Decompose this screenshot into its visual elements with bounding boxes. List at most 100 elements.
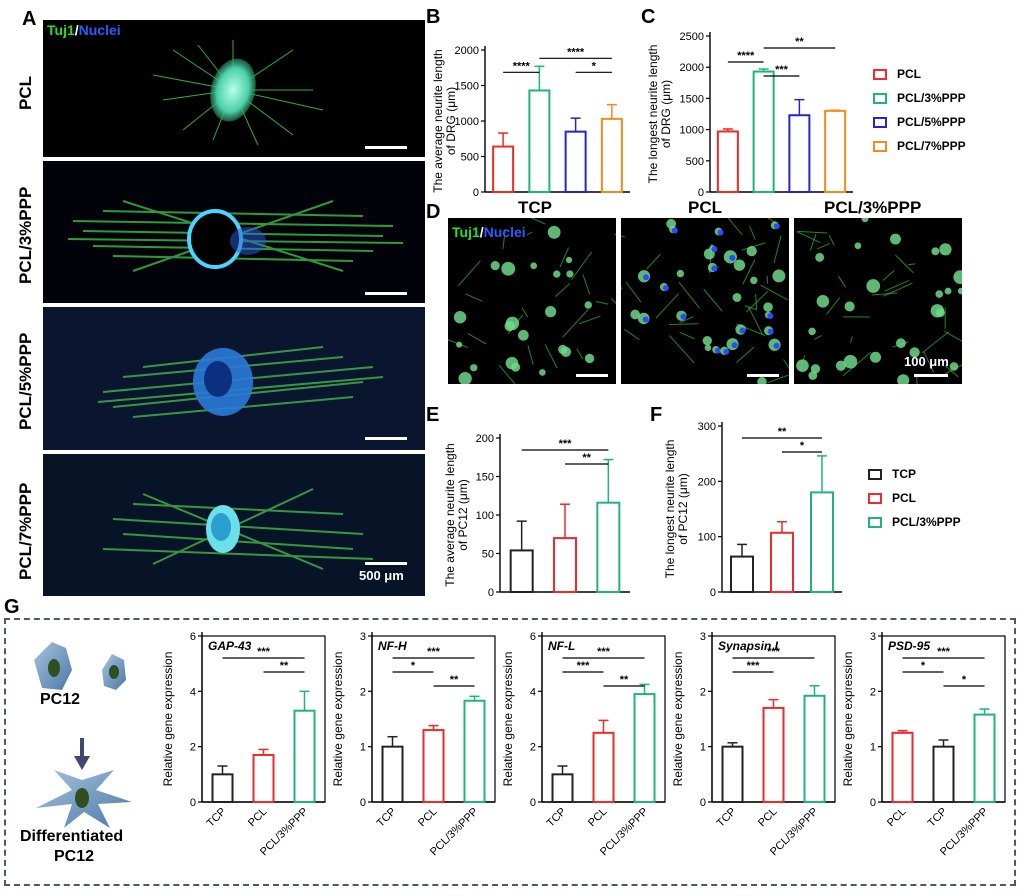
neurite (621, 286, 623, 290)
neurite (625, 281, 642, 303)
neurite (624, 328, 640, 341)
y-tick-label: 2 (870, 686, 876, 698)
neurite (816, 243, 831, 250)
arrow-down-icon (74, 738, 90, 770)
significance-stars: **** (513, 60, 531, 72)
neurite (458, 260, 481, 286)
neurite (755, 293, 758, 311)
bar (564, 130, 587, 193)
gene-title: GAP-43 (208, 639, 252, 653)
significance-stars: *** (775, 64, 789, 76)
neurite (526, 231, 533, 236)
y-tick-label: 3 (870, 631, 876, 643)
panel-label-g: G (4, 596, 20, 618)
y-tick-label: 150 (476, 472, 494, 484)
row-label-pcl7: PCL/7%PPP (16, 482, 35, 580)
neurite (871, 292, 898, 296)
bar (553, 537, 577, 594)
scale-bar (576, 374, 608, 377)
nucleus (662, 285, 669, 292)
significance-stars: ** (280, 660, 289, 672)
d-title-pcl3: PCL/3%PPP (824, 198, 922, 217)
x-tick-label: TCP (375, 806, 399, 830)
significance-stars: ** (795, 36, 804, 48)
neurite (814, 335, 822, 340)
significance-stars: *** (937, 646, 951, 658)
cell-body (944, 287, 952, 295)
neurite (559, 247, 570, 268)
neurite (571, 251, 593, 280)
d-title-tcp: TCP (518, 198, 552, 217)
significance-stars: ** (778, 426, 787, 438)
chart-f: 0 100 200 300 The longest neurite length of P… (663, 421, 842, 599)
panel-label-a: A (22, 8, 37, 30)
neurite (767, 374, 789, 384)
neurite (882, 270, 895, 281)
gene-title: NF-H (378, 639, 407, 653)
neurite (669, 335, 695, 364)
panel-label-e: E (426, 404, 440, 426)
significance-stars: *** (577, 660, 591, 672)
legend-swatch (868, 517, 882, 528)
neurite (576, 348, 584, 360)
nucleus (711, 246, 718, 253)
scale-bar-label: 100 μm (904, 354, 949, 369)
y-axis-label: Relative gene expression (841, 652, 855, 787)
neurite (610, 297, 616, 304)
cell-body (939, 243, 952, 256)
cell-body (909, 347, 920, 358)
bar (788, 114, 811, 193)
scale-bar (365, 146, 407, 149)
y-tick-label: 0 (360, 797, 366, 809)
cell-body (854, 242, 862, 250)
neurite (703, 288, 723, 312)
y-axis-label: The longest neurite length (646, 45, 660, 184)
micrograph-a-pcl3 (43, 161, 425, 303)
legend-label: PCL (897, 67, 921, 81)
cell-body (703, 248, 715, 260)
micrograph-d-tcp: Tuj1/Nuclei (448, 218, 616, 384)
y-tick-label: 50 (482, 549, 494, 561)
cell-body (895, 338, 906, 349)
row-label-pcl3: PCL/3%PPP (16, 186, 35, 284)
cell-body (866, 279, 881, 293)
cell-body (676, 269, 685, 278)
y-tick-label: 2000 (455, 45, 479, 57)
y-tick-label: 1000 (455, 116, 479, 128)
neurite (908, 263, 916, 266)
significance-stars: *** (767, 646, 781, 658)
cell-body (505, 316, 520, 331)
y-tick-label: 500 (686, 156, 704, 168)
neurite (544, 344, 558, 369)
bar (824, 109, 847, 193)
bar (551, 773, 574, 803)
significance-stars: * (800, 440, 805, 452)
significance-stars: ** (450, 674, 459, 686)
y-tick-label: 6 (530, 631, 536, 643)
micrograph-d-pcl3: 100 μm (794, 218, 962, 384)
legend-label: PCL/7%PPP (897, 139, 966, 153)
y-tick-label: 3 (700, 631, 706, 643)
neurite (745, 291, 769, 313)
cell-body (810, 364, 821, 374)
y-tick-label: 0 (710, 587, 716, 599)
y-tick-label: 0 (700, 797, 706, 809)
y-tick-label: 1500 (680, 93, 704, 105)
nucleus (643, 274, 650, 281)
y-tick-label: 1 (700, 742, 706, 754)
cell-body (957, 287, 962, 295)
bar (252, 753, 275, 803)
chart-e: 0 50 100 150 200 The average neurite length of… (443, 433, 630, 599)
cell-body (746, 245, 757, 257)
scale-bar-label: 500 μm (359, 568, 404, 583)
neurite (530, 218, 546, 225)
nucleus (723, 348, 730, 355)
panel-label-d: D (426, 201, 441, 223)
micrograph-d-pcl (621, 218, 789, 384)
cell-body (458, 371, 472, 384)
cell-body (501, 261, 516, 276)
neurite (578, 315, 601, 325)
legend-swatch (873, 117, 887, 128)
chart-b: 0 500 1000 1500 2000 The average neurite leng… (431, 45, 630, 198)
neurite (595, 300, 609, 305)
